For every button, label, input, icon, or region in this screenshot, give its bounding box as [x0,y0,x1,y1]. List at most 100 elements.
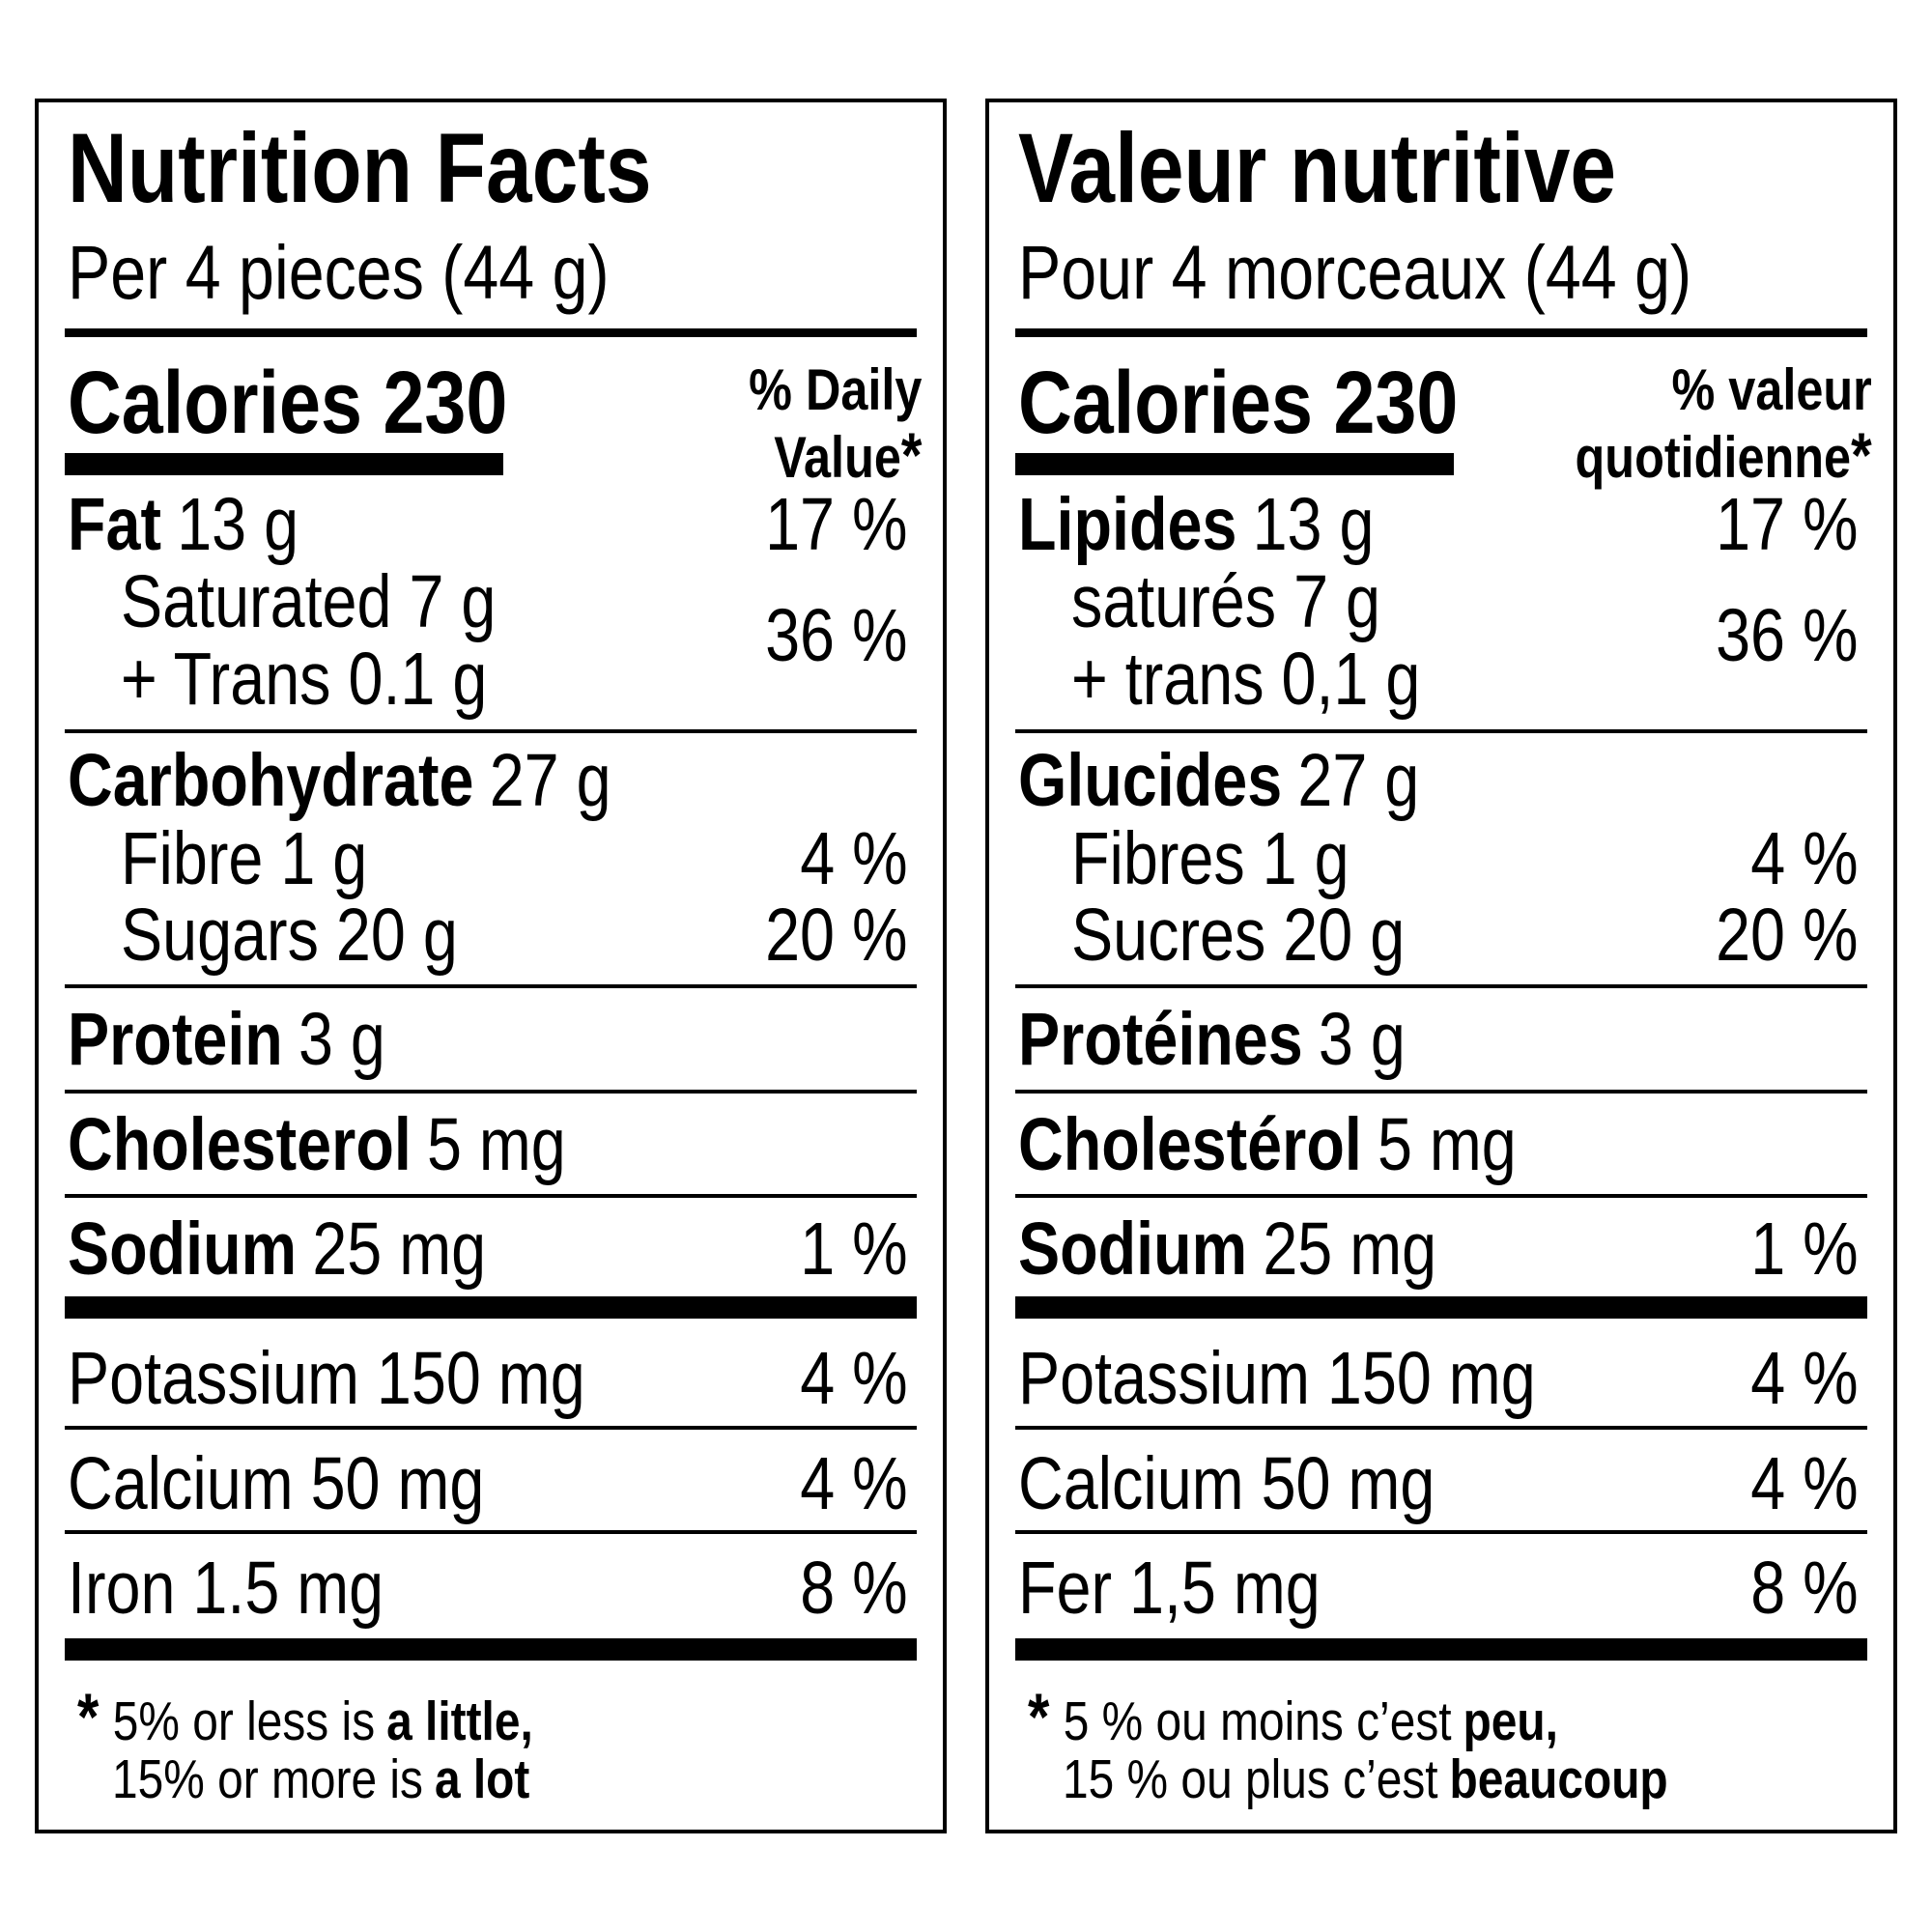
dv-header: % valeur [1672,361,1872,419]
nutrient-row: Potassium 150 mg [1018,1341,1536,1416]
text: Sugars 20 g [121,893,458,977]
text: Protéines [1018,997,1303,1081]
text: Calcium 50 mg [68,1441,485,1525]
text: Carbohydrate [68,738,474,822]
frame [35,99,947,1833]
text: 13 g [1252,482,1375,566]
text: Sodium [1018,1207,1248,1291]
text: 36 % [1716,593,1859,677]
text: 3 g [1318,997,1406,1081]
nutrient-row: Fibres 1 g [1071,821,1350,896]
nutrient-row: Protéines 3 g [1018,1002,1406,1077]
footnote: 15% or more is a lot [112,1751,529,1807]
nutrient-row: Sugars 20 g [121,897,458,973]
text: + trans 0,1 g [1071,637,1421,721]
dv-header: Value* [774,423,922,487]
text: % Daily [748,357,922,422]
rule [65,1530,917,1534]
text: Calcium 50 mg [1018,1441,1435,1525]
text: 8 % [800,1546,908,1630]
text: Fibres 1 g [1071,816,1350,900]
text: Cholestérol [1018,1102,1362,1186]
nutrition-panel: Valeur nutritive Pour 4 morceaux (44 g) Ca… [985,0,1897,1932]
text: * [1028,1680,1050,1754]
serving: Per 4 pieces (44 g) [68,234,610,310]
text: Sucres 20 g [1071,893,1406,977]
text: 20 % [765,893,908,977]
text: * [1851,419,1872,491]
daily-value: 20 % [1717,897,1859,973]
text: a little, [386,1690,533,1752]
text: * [77,1680,99,1754]
nutrient-row: + trans 0,1 g [1071,641,1420,717]
rule [1015,984,1867,988]
text: Potassium 150 mg [68,1336,585,1420]
calories: Calories 230 [1018,358,1458,447]
daily-value: 36 % [766,598,908,673]
text: Iron 1.5 mg [68,1546,384,1630]
rule [65,1638,917,1661]
text: Fat [68,482,162,566]
footnote: * 5% or less is a little, [77,1684,533,1752]
text: 27 g [1297,738,1420,822]
nutrient-row: Fibre 1 g [121,821,367,896]
text: Calories 230 [68,353,508,452]
rule [1015,729,1867,733]
text: Lipides [1018,482,1237,566]
rule [1015,1090,1867,1094]
footnote: * 5 % ou moins c’est peu, [1028,1684,1558,1750]
text: 20 % [1716,893,1859,977]
text: Glucides [1018,738,1283,822]
nutrient-row: Fer 1,5 mg [1018,1550,1321,1626]
text: a lot [434,1747,530,1810]
text: quotidienne [1575,425,1852,490]
text: 4 % [1750,1441,1859,1525]
nutrient-row: Potassium 150 mg [68,1341,585,1416]
rule [65,328,917,337]
text: 27 g [489,738,611,822]
rule [1015,1194,1867,1198]
text: 1 % [800,1207,908,1291]
text: Nutrition Facts [68,113,652,224]
rule [65,1194,917,1198]
nutrient-row: Cholesterol 5 mg [68,1107,566,1182]
text: 36 % [765,593,908,677]
daily-value: 4 % [801,1341,908,1416]
rule [1015,1296,1867,1319]
rule [65,729,917,733]
nutrient-row: Sucres 20 g [1071,897,1405,973]
daily-value: 4 % [801,1446,908,1521]
text: Pour 4 morceaux (44 g) [1018,228,1692,315]
dv-header: quotidienne* [1576,423,1872,487]
rule [1015,1530,1867,1534]
nutrient-row: + Trans 0.1 g [121,641,487,717]
text: Calories 230 [1018,353,1459,452]
daily-value: 1 % [801,1211,908,1287]
footnote: 15 % ou plus c’est beaucoup [1063,1751,1668,1807]
daily-value: 1 % [1751,1211,1859,1287]
nutrient-row: Saturated 7 g [121,564,496,639]
daily-value: 8 % [1751,1550,1859,1626]
calories: Calories 230 [68,358,507,447]
text: 15% or more is [112,1747,423,1810]
nutrient-row: Fat 13 g [68,487,298,562]
daily-value: 17 % [1717,487,1859,562]
text: 1 % [1750,1207,1859,1291]
daily-value: 4 % [1751,1341,1859,1416]
nutrient-row: Sodium 25 mg [68,1211,486,1287]
text: 17 % [765,482,908,566]
text: Valeur nutritive [1018,113,1617,224]
text: 15 % ou plus c’est [1063,1747,1438,1810]
text: Sodium [68,1207,298,1291]
nutrient-row: Glucides 27 g [1018,743,1419,818]
nutrient-row: Calcium 50 mg [68,1446,484,1521]
text: 4 % [1750,1336,1859,1420]
frame [985,99,1897,1833]
nutrient-row: Calcium 50 mg [1018,1446,1435,1521]
text: % valeur [1671,357,1872,422]
rule [65,453,503,475]
serving: Pour 4 morceaux (44 g) [1018,234,1691,310]
text: 13 g [177,482,299,566]
text: 8 % [1750,1546,1859,1630]
